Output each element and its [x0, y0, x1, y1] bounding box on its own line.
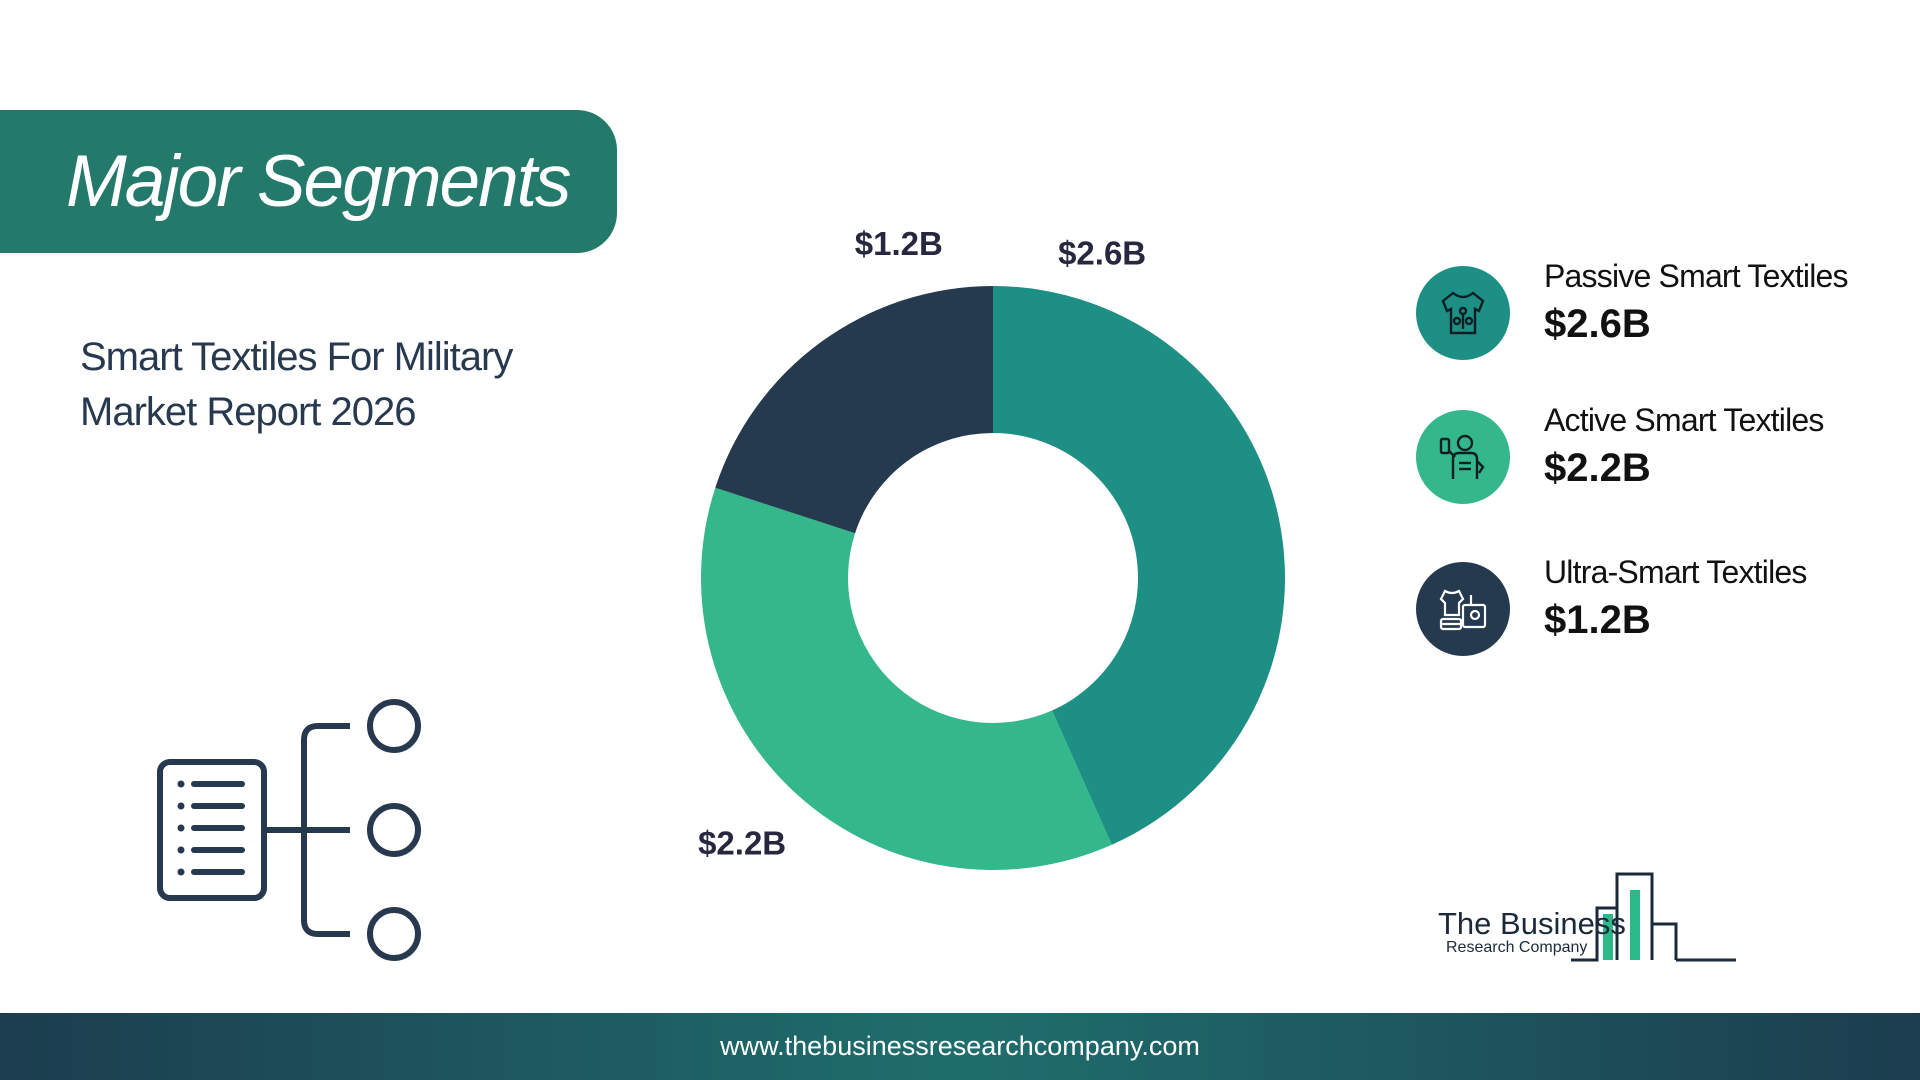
title-banner: Major Segments [0, 110, 617, 253]
donut-slice-active-smart-textiles [701, 487, 1112, 870]
footer: www.thebusinessresearchcompany.com [0, 1013, 1920, 1080]
logo-bars-icon [1571, 872, 1736, 962]
person-device-icon [1416, 410, 1510, 504]
legend-item-passive: Passive Smart Textiles $2.6B [1416, 258, 1906, 368]
legend-name: Passive Smart Textiles [1544, 258, 1849, 294]
legend-name: Active Smart Textiles [1544, 402, 1824, 438]
donut-chart: $2.6B $2.2B $1.2B [698, 225, 1285, 870]
shirt-icon [1416, 266, 1510, 360]
footer-url-link[interactable]: www.thebusinessresearchcompany.com [720, 1031, 1200, 1061]
legend-value: $1.2B [1544, 598, 1651, 642]
logo-text-line2: Research Company [1446, 939, 1588, 956]
legend-value: $2.6B [1544, 302, 1651, 346]
donut-slice-ultra-smart-textiles [715, 286, 993, 534]
page-title: Major Segments [66, 141, 571, 222]
logo-text-line1: The Business [1438, 906, 1626, 941]
donut-data-label: $2.2B [698, 824, 786, 861]
sewing-machine-icon [1416, 562, 1510, 656]
legend-value: $2.2B [1544, 446, 1651, 490]
legend-item-ultra: Ultra-Smart Textiles $1.2B [1416, 554, 1906, 664]
donut-data-label: $2.6B [1058, 235, 1146, 272]
donut-data-label: $1.2B [855, 225, 943, 262]
segments-tree-icon [157, 699, 421, 961]
legend-name: Ultra-Smart Textiles [1544, 554, 1807, 590]
donut-slice-passive-smart-textiles [993, 286, 1285, 845]
legend-item-active: Active Smart Textiles $2.2B [1416, 402, 1906, 512]
company-logo: The Business Research Company [1430, 870, 1750, 970]
report-title: Smart Textiles For Military Market Repor… [80, 335, 513, 434]
